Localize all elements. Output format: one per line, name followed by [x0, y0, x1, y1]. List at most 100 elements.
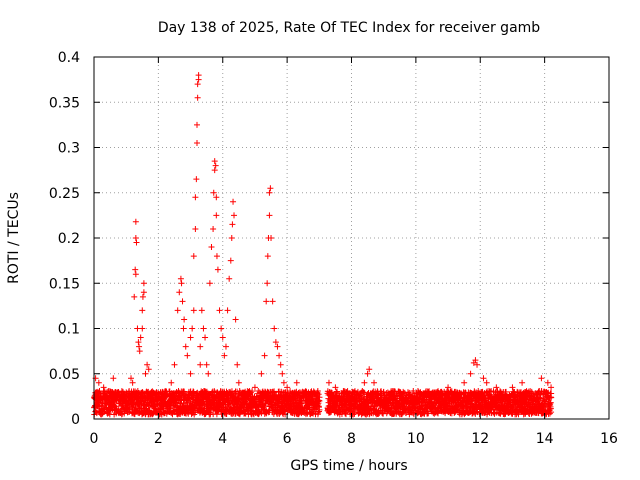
data-point	[269, 298, 276, 305]
data-point	[155, 393, 162, 400]
data-point	[192, 194, 199, 201]
data-point	[342, 388, 349, 395]
data-point	[192, 225, 199, 232]
data-point	[132, 235, 139, 241]
data-point	[258, 370, 265, 377]
x-axis-label: GPS time / hours	[290, 458, 407, 474]
data-point	[214, 266, 221, 273]
band-point	[502, 391, 509, 398]
data-point	[263, 298, 270, 305]
background-scatter-band	[91, 387, 555, 418]
data-point	[390, 393, 397, 400]
data-point	[503, 388, 509, 395]
data-point	[171, 361, 178, 368]
data-point	[148, 388, 155, 395]
x-tick-label: 8	[347, 431, 356, 447]
data-point	[131, 293, 138, 300]
data-point	[107, 388, 114, 395]
x-tick-label: 14	[536, 431, 554, 447]
band-point	[402, 409, 409, 416]
data-point	[264, 253, 271, 260]
data-point	[129, 379, 136, 386]
data-point	[132, 266, 139, 273]
data-point	[371, 379, 378, 386]
data-point	[200, 325, 207, 332]
band-point	[334, 388, 341, 395]
data-point	[419, 397, 426, 404]
data-point	[197, 361, 204, 368]
data-point	[293, 379, 300, 386]
data-point	[332, 384, 339, 391]
data-point	[182, 343, 189, 350]
band-point	[314, 387, 321, 394]
data-point	[133, 239, 140, 246]
data-point	[194, 139, 200, 146]
data-point	[348, 393, 355, 400]
band-point	[118, 388, 125, 395]
data-point	[364, 370, 371, 377]
data-point	[451, 388, 458, 395]
data-point	[277, 361, 284, 368]
x-tick-label: 16	[600, 431, 618, 447]
data-point	[212, 162, 219, 169]
data-point	[231, 212, 238, 219]
y-tick-label: 0.05	[49, 367, 80, 383]
x-tick-label: 2	[154, 431, 163, 447]
data-point	[198, 307, 205, 314]
data-point	[213, 212, 220, 219]
data-point	[409, 393, 416, 400]
band-point	[342, 410, 349, 417]
data-point	[181, 316, 188, 323]
x-tick-label: 12	[471, 431, 489, 447]
y-tick-label: 0.15	[49, 276, 80, 292]
data-point	[139, 307, 146, 314]
y-tick-label: 0.3	[58, 141, 80, 157]
band-point	[118, 411, 125, 418]
data-point	[211, 167, 218, 174]
data-point	[245, 388, 252, 395]
x-tick-label: 6	[283, 431, 292, 447]
data-point	[261, 352, 268, 359]
data-point	[128, 375, 135, 382]
data-point	[472, 357, 479, 364]
data-point	[206, 280, 213, 287]
data-point	[361, 379, 368, 386]
data-point	[219, 334, 226, 341]
data-point	[276, 352, 283, 359]
data-point	[144, 361, 151, 368]
data-point	[168, 379, 175, 386]
data-point	[303, 388, 310, 395]
data-point	[189, 325, 196, 332]
y-tick-label: 0	[71, 412, 80, 428]
data-point	[139, 293, 146, 300]
y-tick-label: 0.4	[58, 50, 80, 66]
data-point	[193, 176, 200, 183]
data-point	[519, 379, 526, 386]
data-point	[145, 366, 152, 373]
data-point	[132, 218, 139, 225]
data-point	[187, 334, 194, 341]
data-point	[213, 194, 220, 201]
data-point	[267, 185, 274, 192]
data-point	[123, 393, 130, 400]
data-point	[197, 343, 204, 350]
data-point	[203, 361, 210, 368]
data-point	[271, 325, 278, 332]
data-point	[178, 280, 185, 287]
data-point	[313, 393, 320, 400]
band-point	[265, 407, 272, 414]
data-point	[272, 339, 279, 346]
data-point	[222, 343, 229, 350]
data-point	[216, 307, 223, 314]
data-point	[210, 189, 217, 196]
band-point	[360, 389, 367, 396]
data-point	[266, 189, 273, 196]
data-point	[483, 379, 490, 386]
band-point	[548, 409, 555, 416]
data-point	[180, 325, 187, 332]
data-point	[229, 221, 236, 228]
y-tick-labels: 0 0.05 0.1 0.15 0.2 0.25 0.3 0.35 0.4	[49, 50, 80, 428]
data-point	[142, 370, 149, 377]
data-point	[548, 384, 555, 391]
